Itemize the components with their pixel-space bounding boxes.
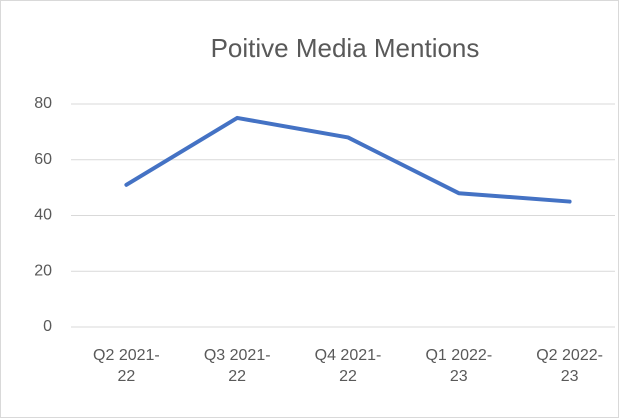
x-tick-label: Q2 2022-23 — [536, 347, 603, 385]
x-tick-label: Q3 2021-22 — [203, 347, 271, 385]
chart-title: Poitive Media Mentions — [211, 33, 480, 63]
y-tick-label: 20 — [34, 262, 52, 279]
x-tick-label: Q4 2021-22 — [314, 347, 382, 385]
x-tick-label: Q2 2021-22 — [93, 347, 160, 385]
x-tick-label: Q1 2022-23 — [425, 347, 493, 385]
y-tick-label: 80 — [34, 95, 52, 112]
y-tick-label: 60 — [34, 151, 52, 168]
y-tick-label: 40 — [34, 207, 52, 224]
y-tick-label: 0 — [43, 318, 52, 335]
data-line — [124, 115, 572, 204]
